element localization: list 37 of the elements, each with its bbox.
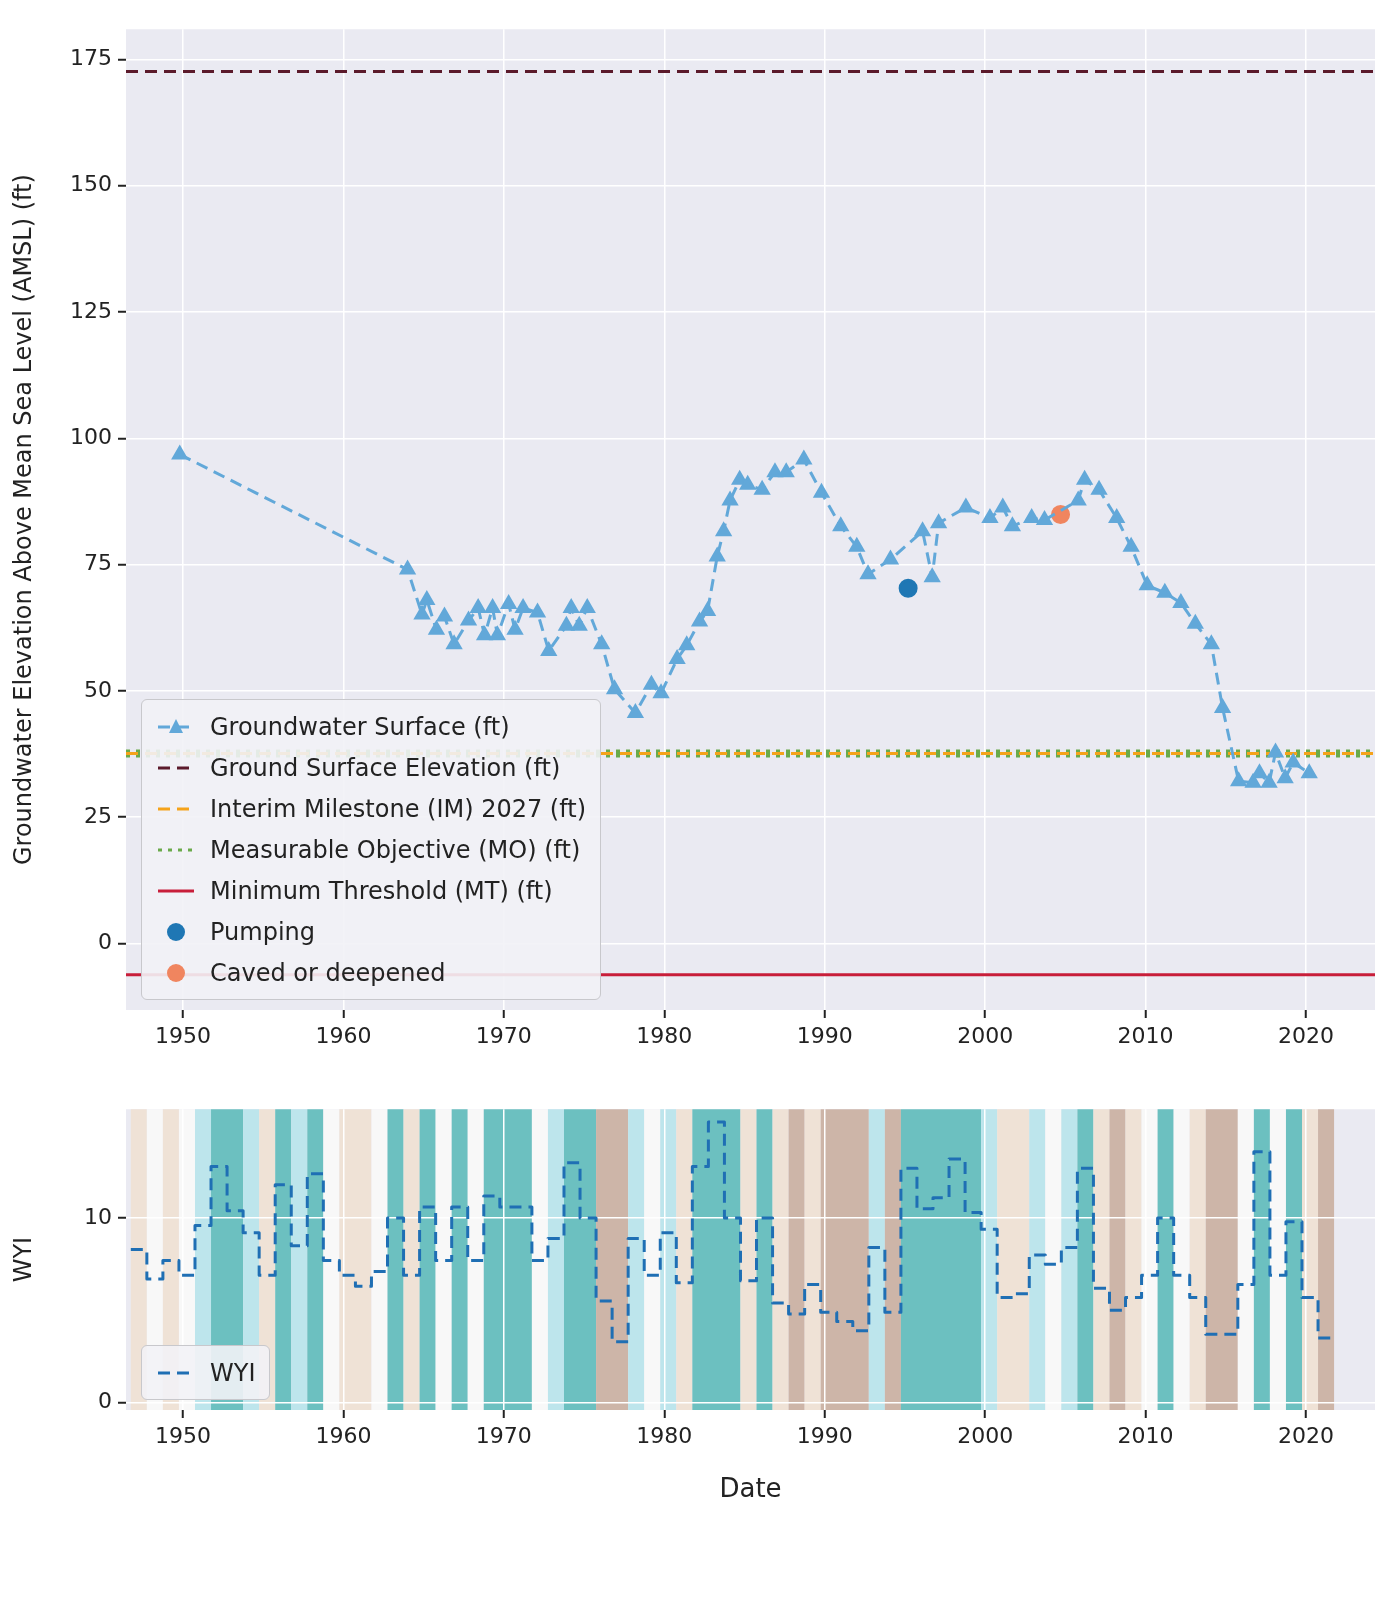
x-tick-label: 2000 bbox=[957, 1422, 1014, 1448]
y-tick-label: 150 bbox=[70, 171, 112, 197]
x-tick-label: 1980 bbox=[636, 1422, 693, 1448]
x-tick-label: 2010 bbox=[1117, 1422, 1174, 1448]
legend-label: Caved or deepened bbox=[210, 958, 446, 987]
x-tick-label: 1990 bbox=[796, 1422, 853, 1448]
y-axis-title: Groundwater Elevation Above Mean Sea Level (AMSL) (ft) bbox=[8, 174, 37, 866]
legend-label: Pumping bbox=[210, 917, 315, 946]
legend-label: WYI bbox=[210, 1358, 256, 1387]
y-tick-label: 50 bbox=[84, 676, 112, 702]
y-tick-label: 25 bbox=[84, 802, 112, 828]
x-tick-label: 1950 bbox=[154, 1422, 211, 1448]
y-axis-title: WYI bbox=[8, 1236, 37, 1283]
y-tick-label: 10 bbox=[84, 1203, 112, 1229]
legend-label: Measurable Objective (MO) (ft) bbox=[210, 835, 581, 864]
x-tick-label: 1970 bbox=[475, 1022, 532, 1048]
y-tick-label: 0 bbox=[98, 929, 112, 955]
x-tick-label: 2010 bbox=[1117, 1022, 1174, 1048]
y-tick-label: 175 bbox=[70, 45, 112, 71]
x-tick-label: 2000 bbox=[957, 1022, 1014, 1048]
x-tick-label: 1990 bbox=[796, 1022, 853, 1048]
x-tick-label: 1950 bbox=[154, 1022, 211, 1048]
x-tick-label: 2020 bbox=[1278, 1022, 1335, 1048]
x-tick-label: 1960 bbox=[315, 1022, 372, 1048]
x-tick-label: 2020 bbox=[1278, 1422, 1335, 1448]
y-tick-label: 125 bbox=[70, 297, 112, 323]
x-tick-label: 1970 bbox=[475, 1422, 532, 1448]
x-axis-title: Date bbox=[719, 1473, 782, 1504]
legend-label: Interim Milestone (IM) 2027 (ft) bbox=[210, 794, 587, 823]
x-tick-label: 1960 bbox=[315, 1422, 372, 1448]
x-tick-label: 1980 bbox=[636, 1022, 693, 1048]
y-tick-label: 100 bbox=[70, 424, 112, 450]
legend-label: Groundwater Surface (ft) bbox=[210, 712, 510, 741]
legend-label: Ground Surface Elevation (ft) bbox=[210, 753, 561, 782]
y-tick-label: 0 bbox=[98, 1388, 112, 1414]
y-tick-label: 75 bbox=[84, 550, 112, 576]
legend-label: Minimum Threshold (MT) (ft) bbox=[210, 876, 553, 905]
